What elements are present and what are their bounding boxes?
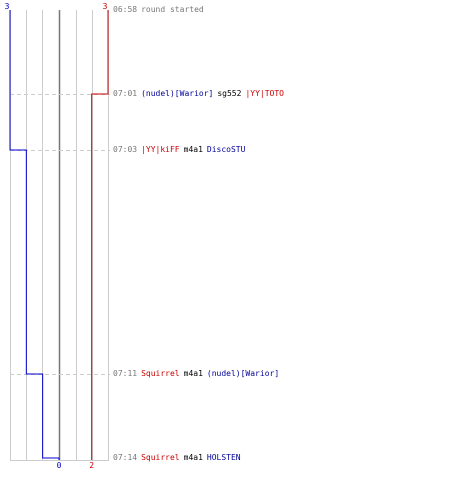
event-time: 07:11 <box>113 369 138 378</box>
event-text: round started <box>141 5 204 14</box>
event-text: m4a1 <box>183 453 203 462</box>
event-text: HOLSTEN <box>206 453 241 462</box>
end-score-label: 0 <box>57 461 62 470</box>
event-text: (nudel)[Warior] <box>141 89 214 98</box>
event-row: 06:58 round started <box>113 4 208 16</box>
start-score-label: 3 <box>5 2 10 11</box>
event-text: m4a1 <box>183 369 203 378</box>
event-text: |YY|kiFF <box>141 145 180 154</box>
event-time: 07:01 <box>113 89 138 98</box>
event-text: Squirrel <box>141 453 180 462</box>
series-lines <box>9 10 109 460</box>
start-score-label: 3 <box>103 2 108 11</box>
series-line-red <box>91 10 109 460</box>
series-line-blue <box>9 10 60 460</box>
event-text: DiscoSTU <box>206 145 246 154</box>
event-text: |YY|TOTO <box>245 89 284 98</box>
score-labels: 3 0 3 2 <box>5 2 108 470</box>
event-time: 07:03 <box>113 145 138 154</box>
event-row: 07:11 Squirrel m4a1 (nudel)[Warior] <box>113 368 283 380</box>
event-text: m4a1 <box>183 145 203 154</box>
grid <box>10 10 109 461</box>
event-text: sg552 <box>217 89 242 98</box>
event-row: 07:01 (nudel)[Warior] sg552 |YY|TOTO <box>113 88 288 100</box>
event-time: 07:14 <box>113 453 138 462</box>
event-row: 07:03 |YY|kiFF m4a1 DiscoSTU <box>113 144 249 156</box>
event-time: 06:58 <box>113 5 138 14</box>
event-text: Squirrel <box>141 369 180 378</box>
event-row: 07:14 Squirrel m4a1 HOLSTEN <box>113 452 245 464</box>
end-score-label: 2 <box>89 461 94 470</box>
event-text: (nudel)[Warior] <box>206 369 280 378</box>
